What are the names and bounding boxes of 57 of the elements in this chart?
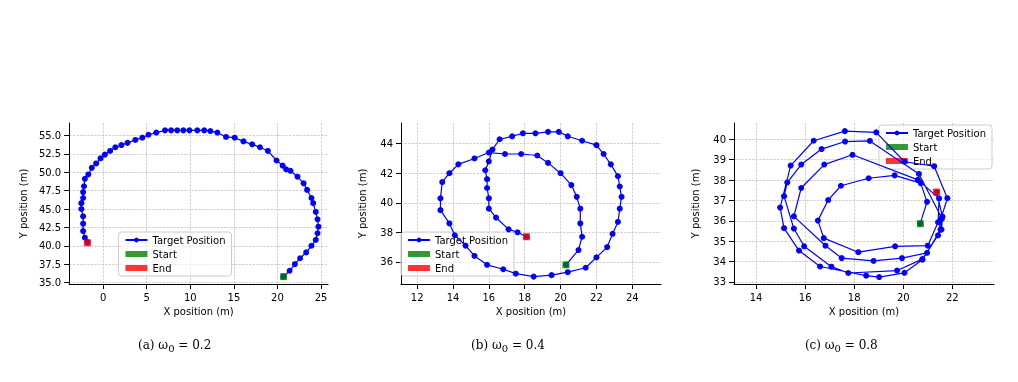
y-tick-label: 38	[380, 226, 393, 238]
y-axis-title: Y position (m)	[356, 168, 368, 240]
y-tick-label: 36	[380, 256, 393, 268]
y-tick-label: 37	[713, 194, 727, 206]
y-tick-label: 42.5	[38, 221, 61, 233]
y-tick-label: 42	[380, 167, 393, 179]
x-tick-label: 14	[446, 291, 460, 303]
y-tick-label: 52.5	[38, 148, 61, 160]
y-tick-label: 37.5	[38, 258, 61, 270]
x-tick-label: 0	[99, 291, 106, 303]
y-tick-label: 39	[713, 154, 727, 166]
legend-label: End	[913, 155, 933, 167]
text: (a) ω$_{0}$ = 0.2	[138, 338, 212, 355]
y-tick-label: 44	[380, 138, 393, 150]
text: (b) ω$_{0}$ = 0.4	[471, 338, 545, 355]
y-axis-title: Y position (m)	[17, 168, 29, 240]
x-tick-label: 20	[554, 291, 567, 303]
y-tick-label: 34	[713, 256, 727, 268]
x-tick-label: 15	[227, 291, 240, 303]
legend-label: Start	[434, 248, 460, 260]
text: (c) ω$_{0}$ = 0.8	[804, 338, 878, 355]
y-tick-label: 40	[713, 133, 727, 145]
x-tick-label: 14	[750, 291, 763, 303]
y-tick-label: 35.0	[38, 277, 61, 289]
legend-label: End	[152, 262, 172, 274]
y-tick-label: 55.0	[38, 130, 61, 141]
y-tick-label: 40	[380, 197, 393, 209]
x-tick-label: 25	[314, 291, 328, 303]
y-tick-label: 45.0	[38, 203, 61, 215]
y-axis-title: Y position (m)	[689, 168, 701, 240]
y-tick-label: 38	[713, 174, 727, 186]
x-tick-label: 18	[518, 291, 532, 303]
y-tick-label: 40.0	[38, 240, 61, 252]
y-tick-label: 36	[713, 215, 727, 227]
legend-label: Target Position	[151, 234, 226, 246]
x-tick-label: 22	[946, 291, 959, 303]
x-axis-title: X position (m)	[829, 306, 900, 318]
x-tick-label: 10	[183, 291, 197, 303]
legend-label: Start	[913, 141, 938, 153]
x-tick-label: 22	[590, 291, 603, 303]
x-tick-label: 18	[848, 291, 861, 303]
x-tick-label: 12	[410, 291, 424, 303]
y-tick-label: 47.5	[38, 185, 61, 197]
y-tick-label: 50.0	[38, 166, 61, 178]
y-tick-label: 33	[713, 276, 727, 288]
x-axis-title: X position (m)	[163, 306, 234, 318]
x-tick-label: 16	[482, 291, 496, 303]
x-tick-label: 20	[270, 291, 284, 303]
legend-label: End	[434, 262, 454, 274]
x-axis-title: X position (m)	[495, 306, 567, 318]
legend-label: Target Position	[912, 127, 987, 139]
x-tick-label: 16	[799, 291, 812, 303]
x-tick-label: 5	[143, 291, 150, 303]
x-tick-label: 20	[897, 291, 910, 303]
legend-label: Start	[152, 248, 177, 260]
y-tick-label: 35	[713, 235, 727, 247]
x-tick-label: 24	[625, 291, 639, 303]
